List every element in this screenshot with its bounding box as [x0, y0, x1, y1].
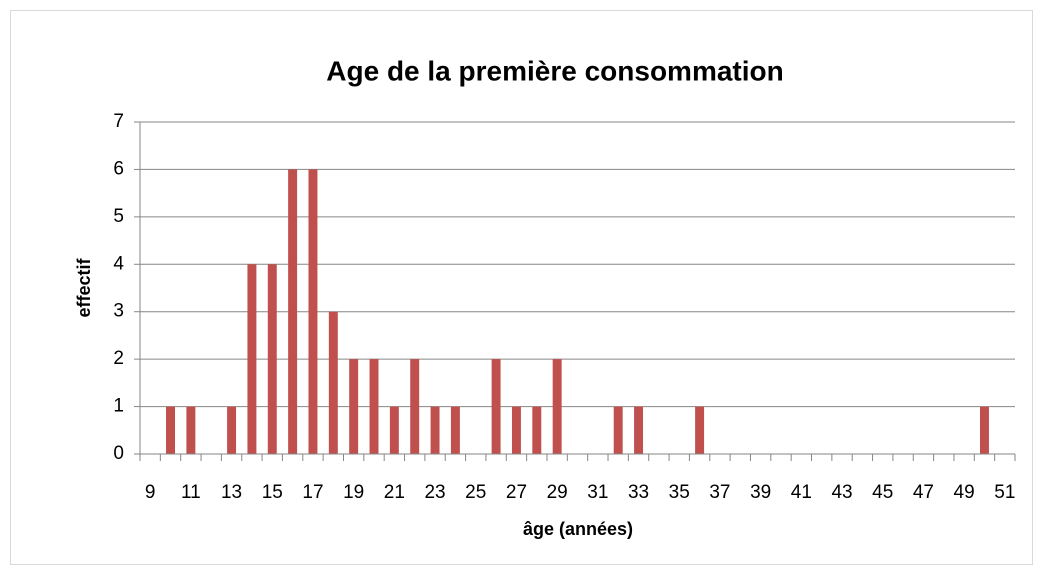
y-tick-label: 4 — [113, 253, 124, 274]
chart-border — [10, 10, 1033, 565]
x-tick-label: 17 — [302, 482, 323, 503]
x-tick-label: 11 — [181, 482, 201, 503]
y-tick-label: 0 — [113, 443, 124, 464]
x-tick-label: 25 — [465, 482, 486, 503]
bar — [369, 359, 379, 454]
bar — [613, 406, 623, 454]
x-tick-label: 45 — [872, 482, 893, 503]
bar — [308, 169, 318, 454]
x-tick-label: 51 — [994, 482, 1015, 503]
bar — [227, 406, 237, 454]
y-tick-label: 2 — [113, 348, 124, 369]
y-axis-title: effectif — [74, 257, 94, 317]
x-tick-label: 33 — [628, 482, 649, 503]
bar — [247, 264, 257, 454]
bar — [532, 406, 542, 454]
y-tick-label: 1 — [113, 396, 124, 417]
x-tick-label: 19 — [343, 482, 364, 503]
y-tick-label: 3 — [113, 301, 124, 322]
x-tick-label: 37 — [709, 482, 730, 503]
x-tick-label: 41 — [791, 482, 812, 503]
x-tick-label: 29 — [547, 482, 568, 503]
x-axis-title: âge (années) — [523, 519, 633, 539]
x-tick-label: 31 — [587, 482, 608, 503]
y-tick-label: 5 — [113, 206, 124, 227]
bar — [389, 406, 399, 454]
x-tick-label: 23 — [424, 482, 445, 503]
bar — [430, 406, 440, 454]
bar — [186, 406, 196, 454]
y-tick-label: 6 — [113, 158, 124, 179]
x-tick-label: 9 — [145, 482, 156, 503]
bar — [166, 406, 175, 454]
bar — [511, 406, 521, 454]
x-tick-label: 35 — [669, 482, 690, 503]
chart-title: Age de la première consommation — [326, 55, 783, 86]
bar — [349, 359, 359, 454]
x-tick-label: 21 — [384, 482, 405, 503]
bar — [328, 311, 338, 454]
bar — [980, 406, 989, 454]
bar — [450, 406, 460, 454]
bar — [410, 359, 420, 454]
x-tick-label: 39 — [750, 482, 771, 503]
bar — [634, 406, 644, 454]
x-tick-label: 43 — [831, 482, 852, 503]
bar — [552, 359, 562, 454]
bar — [288, 169, 298, 454]
bar — [695, 406, 705, 454]
x-tick-label: 13 — [221, 482, 242, 503]
x-tick-label: 47 — [913, 482, 934, 503]
x-tick-label: 49 — [954, 482, 975, 503]
x-tick-label: 15 — [262, 482, 283, 503]
y-tick-label: 7 — [113, 111, 124, 132]
bar — [491, 359, 501, 454]
bar — [267, 264, 277, 454]
x-tick-label: 27 — [506, 482, 527, 503]
